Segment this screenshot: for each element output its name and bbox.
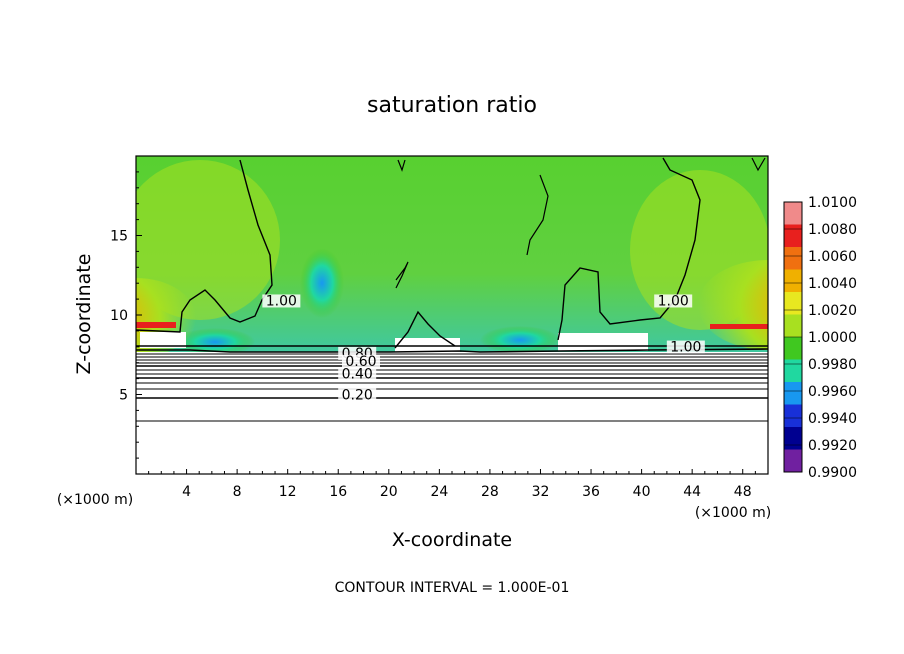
- x-tick-label: 4: [182, 484, 191, 500]
- colorbar-swatch: [784, 449, 802, 473]
- x-axis-label: X-coordinate: [392, 529, 512, 551]
- colorbar-swatch: [784, 269, 802, 293]
- contour-label: 1.00: [658, 293, 689, 309]
- colorbar-level-label: 0.9960: [808, 384, 857, 400]
- y-tick-label: 5: [119, 388, 128, 404]
- red-ridge-right: [710, 324, 768, 329]
- colorbar-swatch: [784, 202, 802, 225]
- contour-label: 1.00: [266, 293, 297, 309]
- colorbar-swatch: [784, 382, 802, 405]
- contour-1-00-plume: [526, 174, 549, 256]
- subsaturated-blob-base-mid: [480, 326, 560, 354]
- contour-interval-footer: CONTOUR INTERVAL = 1.000E-01: [335, 580, 570, 596]
- cloud-block-left: [140, 332, 186, 348]
- colorbar-level-label: 1.0080: [808, 222, 857, 238]
- colorbar-swatch: [784, 247, 802, 270]
- colorbar-level-label: 1.0000: [808, 330, 857, 346]
- colorbar-swatch: [784, 314, 802, 338]
- dry-layer: [136, 352, 768, 474]
- colorbar-level-label: 0.9980: [808, 357, 857, 373]
- colorbar-swatch: [784, 224, 802, 248]
- y-tick-label: 15: [110, 229, 128, 245]
- x-tick-label: 16: [329, 484, 347, 500]
- y-axis: 5 10 15: [110, 171, 142, 459]
- contour-1-00-left: [136, 159, 273, 333]
- colorbar-level-label: 0.9920: [808, 438, 857, 454]
- x-tick-label: 28: [481, 484, 499, 500]
- x-tick-label: 36: [582, 484, 600, 500]
- colorbar-level-label: 0.9900: [808, 465, 857, 481]
- subsaturated-blob-base-left: [175, 328, 255, 356]
- contour-1-00-right: [557, 157, 701, 341]
- contour-label-bg: [666, 340, 705, 354]
- red-ridge-left: [136, 322, 176, 328]
- colorbar-swatch: [784, 359, 802, 383]
- colorbar-swatch: [784, 404, 802, 428]
- contour-label: 0.20: [342, 387, 373, 403]
- colorbar-swatch: [784, 427, 802, 450]
- contour-1-00-top-right: [751, 157, 766, 172]
- colorbar-level-label: 0.9940: [808, 411, 857, 427]
- contour-label: 1.00: [670, 340, 701, 356]
- x-tick-label: 12: [279, 484, 297, 500]
- x-tick-label: 40: [633, 484, 651, 500]
- contour-1-00-center: [394, 310, 456, 349]
- colorbar-swatch: [784, 292, 802, 315]
- colorbar-level-label: 1.0060: [808, 249, 857, 265]
- x-tick-label: 24: [430, 484, 448, 500]
- contour-label: 0.60: [345, 354, 376, 370]
- contour-1-00-island: [395, 261, 409, 289]
- plot-area: 1.00 1.001.000.800.600.400.20: [135, 155, 769, 475]
- contour-label-bg: [654, 294, 693, 308]
- x-unit-left: (×1000 m): [57, 492, 133, 508]
- colorbar-level-label: 1.0020: [808, 303, 857, 319]
- colorbar: 1.0100 1.0080 1.0060 1.0040 1.0020 1.0000 0.99…: [783, 195, 857, 481]
- contour-stack: [136, 345, 768, 422]
- colorbar-level-label: 1.0100: [808, 195, 857, 211]
- x-tick-label: 44: [683, 484, 701, 500]
- contour-labels: 1.00 1.001.000.800.600.400.20: [262, 293, 705, 403]
- y-tick-label: 10: [110, 308, 128, 324]
- x-tick-label: 48: [734, 484, 752, 500]
- cloud-block-mid: [395, 338, 460, 352]
- yellow-green-band-left: [136, 160, 280, 320]
- cloud-block-right: [558, 333, 648, 351]
- y-axis-label: Z-coordinate: [73, 254, 95, 375]
- colorbar-swatch: [784, 337, 802, 360]
- subsaturated-blob-center: [300, 248, 344, 318]
- contour-label-bg: [341, 354, 380, 368]
- x-tick-label: 32: [532, 484, 550, 500]
- colorbar-level-label: 1.0040: [808, 276, 857, 292]
- contour-label-bg: [338, 388, 377, 402]
- x-tick-label: 8: [233, 484, 242, 500]
- contour-label-bg: [262, 294, 301, 308]
- contour-label-bg: [338, 367, 377, 381]
- x-tick-label: 20: [380, 484, 398, 500]
- contour-1-00-top-center: [397, 159, 406, 172]
- contour-cloud-base: [136, 348, 768, 353]
- contour-label: 0.40: [342, 367, 373, 383]
- x-axis: 4 8 12 16 20 24 28 32 36 40 44 48: [148, 469, 756, 500]
- x-unit-right: (×1000 m): [695, 505, 771, 521]
- chart-title: saturation ratio: [367, 93, 537, 118]
